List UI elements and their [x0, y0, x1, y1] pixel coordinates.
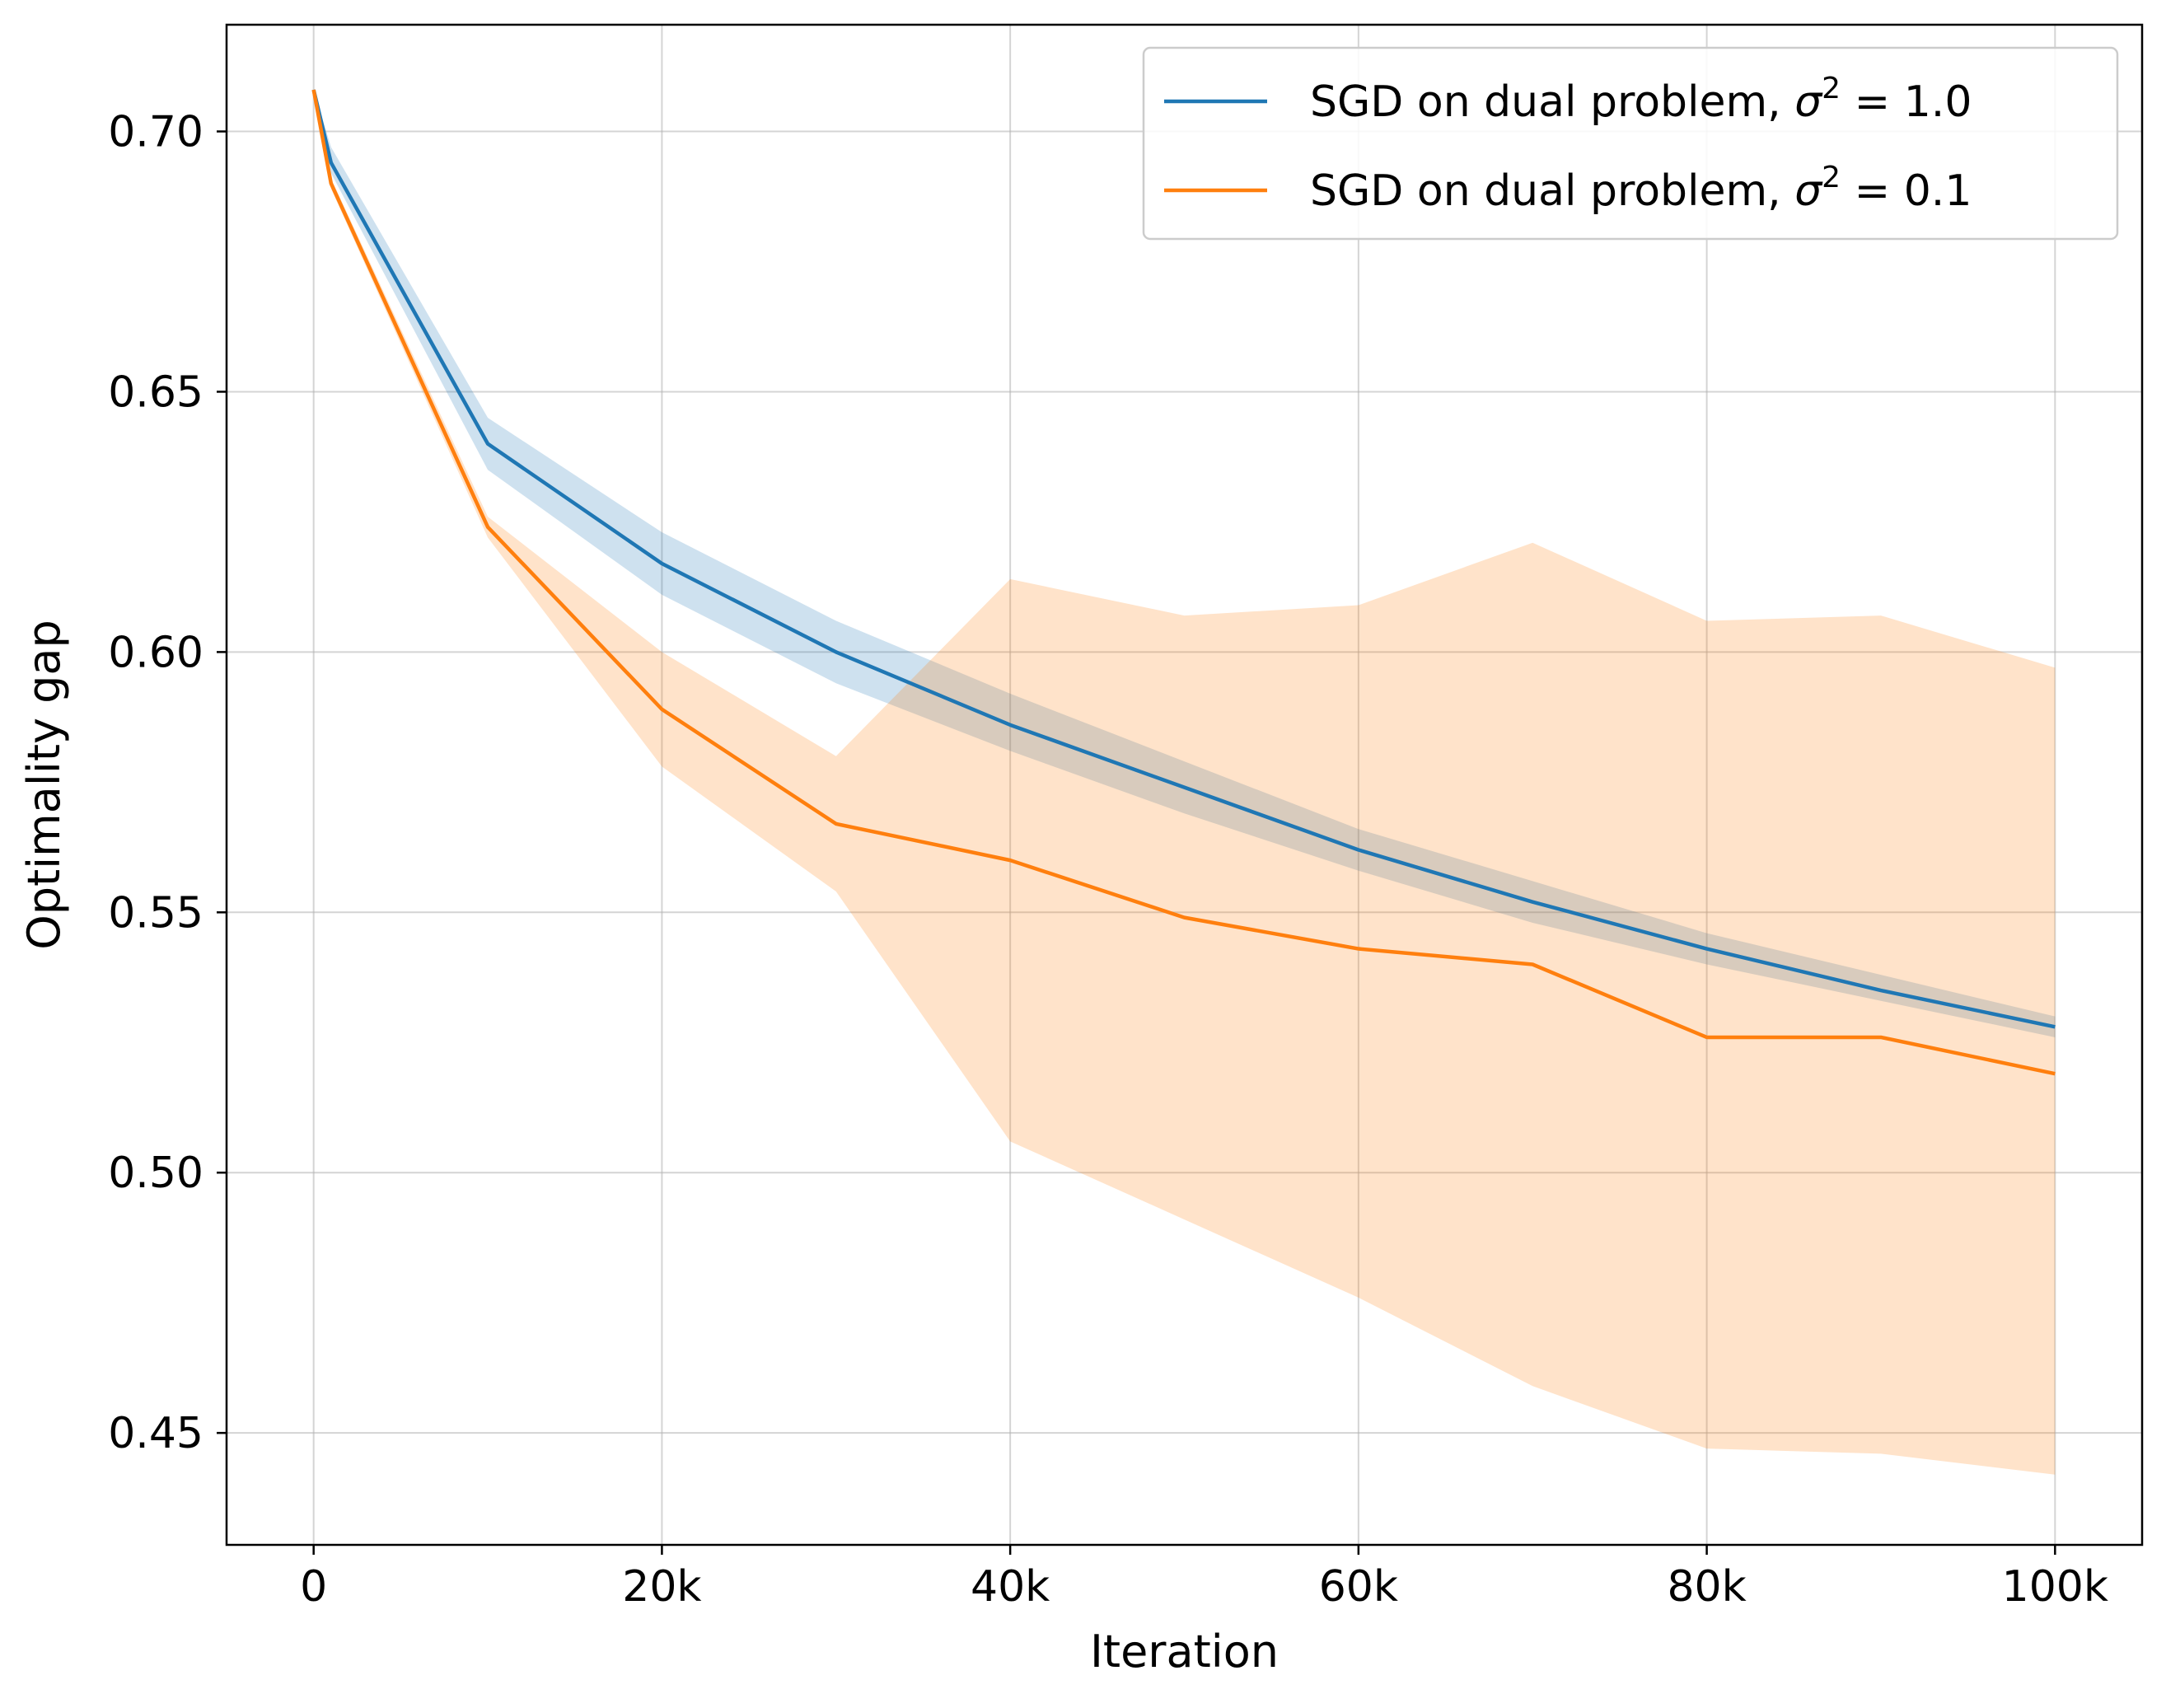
- y-tick-label: 0.65: [108, 367, 204, 417]
- x-axis-title: Iteration: [1090, 1626, 1279, 1678]
- legend-label-1: SGD on dual problem, σ2 = 1.0: [1310, 72, 1972, 127]
- x-tick-label: 0: [300, 1562, 327, 1612]
- y-tick-label: 0.70: [108, 108, 204, 157]
- series-band-2: [313, 89, 2056, 1475]
- y-tick-label: 0.55: [108, 888, 204, 938]
- axes-frame: [225, 23, 2144, 1547]
- y-tick-label: 0.50: [108, 1149, 204, 1198]
- x-tick-label: 40k: [971, 1562, 1050, 1612]
- series-line-2: [311, 89, 2056, 1076]
- grid-layer: [227, 25, 2142, 1545]
- y-tick-label: 0.60: [108, 628, 204, 677]
- x-tick-label: 100k: [2002, 1562, 2108, 1612]
- y-axis-title: Optimality gap: [18, 620, 70, 950]
- x-tick-label: 60k: [1319, 1562, 1398, 1612]
- series-lines: [311, 89, 2056, 1076]
- legend: SGD on dual problem, σ2 = 1.0 SGD on dual…: [1142, 46, 2119, 241]
- legend-box: [1142, 46, 2119, 241]
- x-tick-label: 80k: [1667, 1562, 1746, 1612]
- x-tick-label: 20k: [622, 1562, 701, 1612]
- tick-layer: 0 20k 40k 60k 80k 100k 0.45 0.50 0.55 0.60 0.65 0.7…: [108, 108, 2108, 1612]
- series-line-1: [311, 89, 2056, 1029]
- legend-label-2: SGD on dual problem, σ2 = 0.1: [1310, 161, 1972, 216]
- y-tick-label: 0.45: [108, 1409, 204, 1458]
